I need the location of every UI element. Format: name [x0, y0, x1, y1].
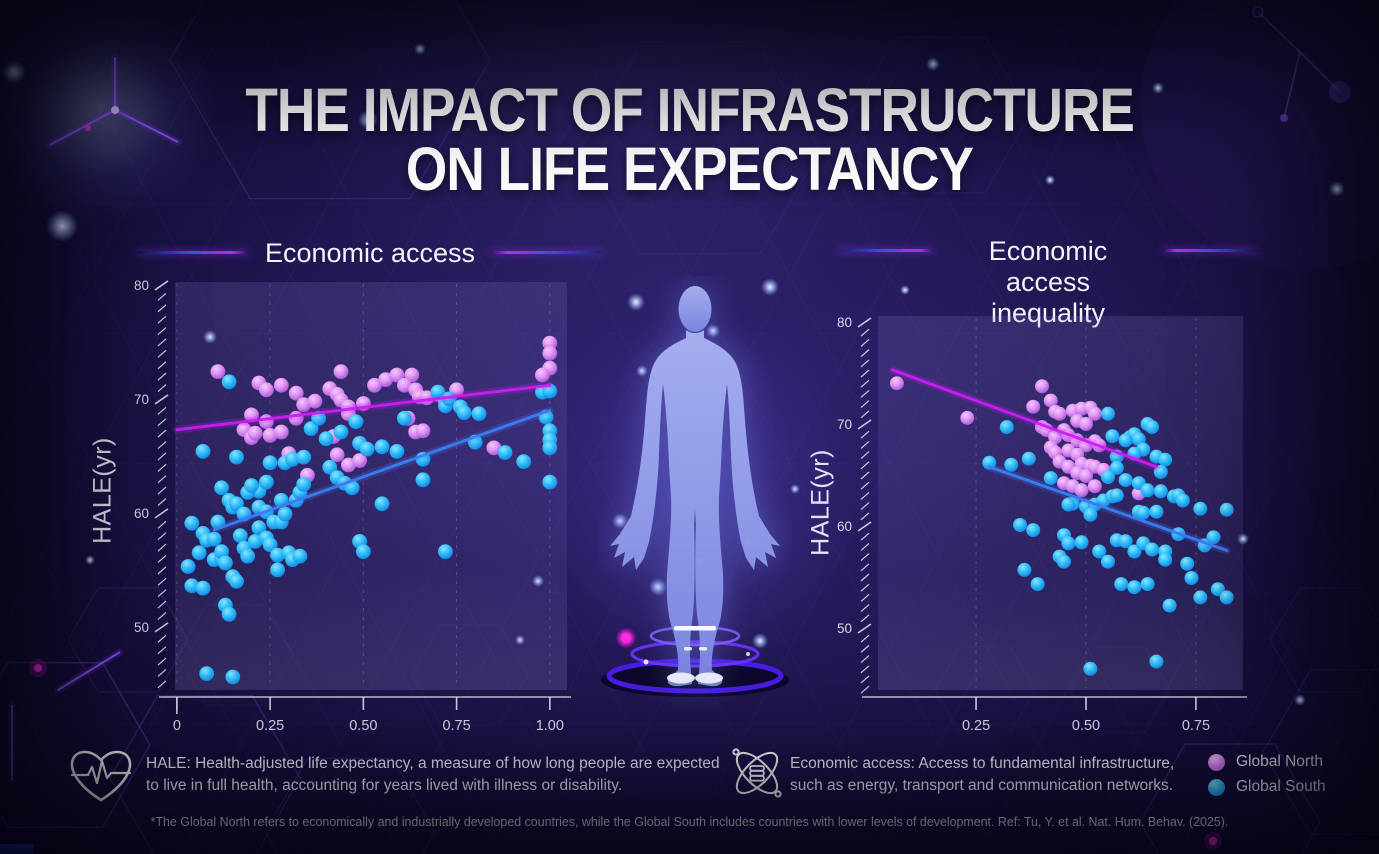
legend-item-global-north: Global North — [1208, 753, 1326, 771]
hale-definition-line1: HALE: Health-adjusted life expectancy, a… — [146, 755, 720, 772]
svg-text:0.75: 0.75 — [442, 718, 470, 734]
page-title-line1: THE IMPACT OF INFRASTRUCTURE — [245, 74, 1135, 145]
svg-text:0.25: 0.25 — [962, 718, 990, 734]
title-accent-line-icon — [838, 249, 934, 252]
legend-label: Global South — [1236, 778, 1326, 795]
title-accent-line-icon — [136, 251, 249, 254]
human-figure — [488, 246, 908, 746]
page-title: THE IMPACT OF INFRASTRUCTURE ON LIFE EXP… — [0, 74, 1379, 204]
economic-access-inequality-scatter-chart: 50 60 70 80 0.25 0.50 0.75 — [837, 315, 1247, 734]
svg-text:70: 70 — [134, 392, 149, 407]
left-chart-title: Economic access — [264, 238, 476, 268]
title-accent-line-icon — [1162, 249, 1258, 252]
svg-text:0.50: 0.50 — [1072, 718, 1100, 734]
title-accent-line-icon — [491, 251, 604, 254]
human-silhouette-icon — [601, 286, 789, 697]
heart-pulse-icon — [70, 750, 132, 802]
hale-definition: HALE: Health-adjusted life expectancy, a… — [146, 753, 720, 796]
page-title-line2: ON LIFE EXPECTANCY — [405, 133, 974, 204]
svg-text:0: 0 — [173, 718, 181, 734]
global-north-dot-icon — [1208, 753, 1225, 771]
economic-access-scatter-chart: 50 60 70 80 0 0.25 0.50 0.75 1.00 — [134, 278, 571, 734]
economic-access-definition-line2: such as energy, transport and communicat… — [790, 776, 1174, 794]
atom-economy-icon — [732, 748, 782, 798]
svg-text:70: 70 — [837, 417, 852, 432]
svg-text:80: 80 — [837, 315, 852, 330]
economic-access-definition: Economic access: Access to fundamental i… — [790, 753, 1174, 796]
svg-text:0.50: 0.50 — [349, 718, 377, 734]
legend-label: Global North — [1236, 753, 1324, 770]
economic-access-definition-line1: Economic access: Access to fundamental i… — [790, 755, 1175, 772]
svg-text:80: 80 — [134, 278, 149, 293]
legend: Global North Global South — [1208, 753, 1326, 796]
left-chart-header: Economic access — [110, 238, 630, 269]
svg-text:60: 60 — [837, 519, 852, 534]
svg-text:1.00: 1.00 — [536, 718, 564, 734]
hale-definition-line2: to live in full health, accounting for y… — [146, 776, 623, 794]
legend-item-global-south: Global South — [1208, 778, 1326, 796]
svg-text:60: 60 — [134, 506, 149, 521]
svg-text:0.25: 0.25 — [256, 718, 284, 734]
svg-text:50: 50 — [837, 621, 852, 636]
corner-accent — [0, 844, 34, 854]
footnote: *The Global North refers to economically… — [150, 814, 1229, 829]
svg-text:0.75: 0.75 — [1182, 718, 1210, 734]
svg-text:50: 50 — [134, 620, 149, 635]
global-south-dot-icon — [1208, 778, 1225, 796]
